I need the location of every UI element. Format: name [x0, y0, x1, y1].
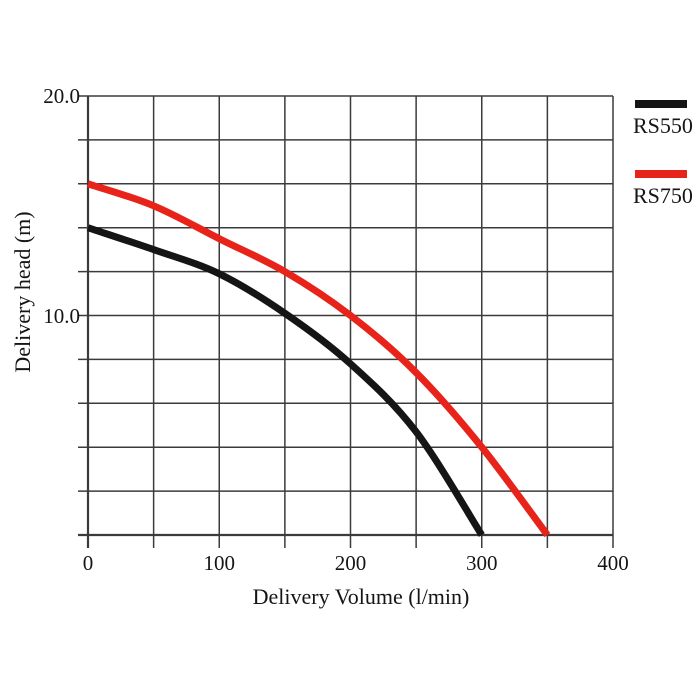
x-tick-label-200: 200	[334, 551, 367, 575]
y-tick-label-20.0: 20.0	[43, 84, 80, 108]
legend-item-rs550: RS550	[633, 100, 697, 139]
x-tick-label-100: 100	[203, 551, 236, 575]
rs750-line-swatch	[635, 170, 687, 178]
x-tick-label-300: 300	[466, 551, 498, 575]
curve-rs750	[86, 180, 551, 538]
curve-rs550	[86, 224, 485, 537]
rs550-line-swatch	[635, 100, 687, 108]
rs550-legend-label: RS550	[633, 113, 693, 138]
x-axis-title: Delivery Volume (l/min)	[252, 584, 470, 609]
x-tick-label-0: 0	[82, 551, 94, 575]
y-tick-label-10.0: 10.0	[43, 303, 80, 328]
rs750-legend-label: RS750	[633, 183, 693, 208]
grid-lines	[78, 95, 614, 548]
x-tick-label-400: 400	[597, 551, 629, 575]
pump-curves	[86, 180, 551, 538]
legend-item-rs750: RS750	[633, 170, 697, 209]
